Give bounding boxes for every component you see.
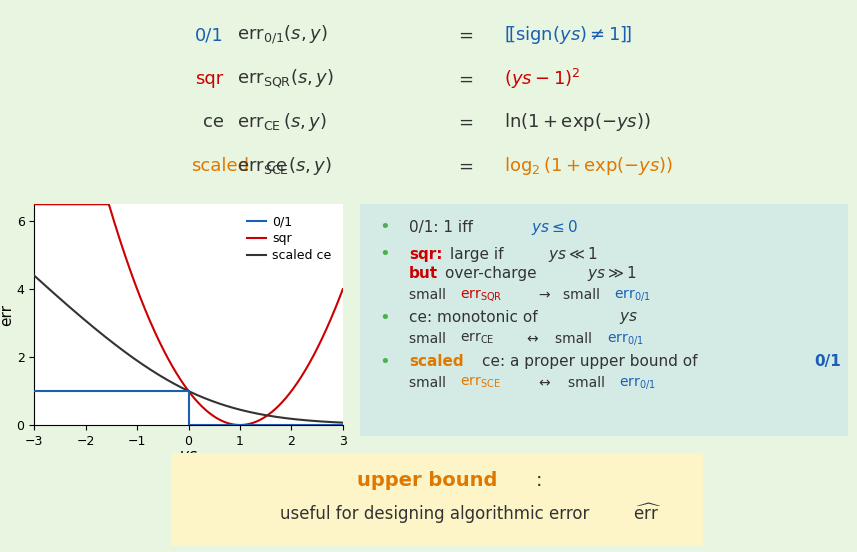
FancyBboxPatch shape <box>352 201 856 439</box>
Text: small: small <box>555 332 596 346</box>
FancyBboxPatch shape <box>166 449 708 550</box>
Text: useful for designing algorithmic error: useful for designing algorithmic error <box>279 505 595 523</box>
Text: $=$: $=$ <box>455 113 474 131</box>
Text: $[\![\mathrm{sign}(ys)\neq 1]\!]$: $[\![\mathrm{sign}(ys)\neq 1]\!]$ <box>504 24 631 46</box>
Text: $=$: $=$ <box>455 157 474 174</box>
Text: ce: a proper upper bound of: ce: a proper upper bound of <box>482 354 703 369</box>
Text: $\leftrightarrow$: $\leftrightarrow$ <box>524 332 539 346</box>
Text: $ys \ll 1$: $ys \ll 1$ <box>548 245 597 264</box>
Text: $ys \leq 0$: $ys \leq 0$ <box>530 218 578 237</box>
Text: small: small <box>409 376 450 390</box>
Text: •: • <box>380 353 390 371</box>
Text: large if: large if <box>450 247 509 262</box>
Text: scaled: scaled <box>409 354 464 369</box>
Text: $\mathrm{err}_{0/1}(s,y)$: $\mathrm{err}_{0/1}(s,y)$ <box>237 24 327 46</box>
Text: $\log_2(1+\exp(-ys))$: $\log_2(1+\exp(-ys))$ <box>504 155 673 177</box>
Text: $\widehat{\mathrm{err}}$: $\widehat{\mathrm{err}}$ <box>632 503 662 524</box>
Text: •: • <box>380 219 390 236</box>
Text: small: small <box>567 376 609 390</box>
Text: $ys$: $ys$ <box>619 310 638 326</box>
Text: $=$: $=$ <box>455 26 474 44</box>
Text: :: : <box>536 471 542 490</box>
Text: small: small <box>409 332 450 346</box>
Text: •: • <box>380 245 390 263</box>
Text: $(ys-1)^2$: $(ys-1)^2$ <box>504 67 580 91</box>
Text: $\rightarrow$: $\rightarrow$ <box>536 288 551 301</box>
Text: $\leftrightarrow$: $\leftrightarrow$ <box>536 376 552 390</box>
Text: $\ln(1+\exp(-ys))$: $\ln(1+\exp(-ys))$ <box>504 111 650 133</box>
Text: $\mathrm{err}_{\mathrm{SCE}}$: $\mathrm{err}_{\mathrm{SCE}}$ <box>460 375 500 390</box>
Text: $\mathrm{err}_{\mathrm{SCE}}(s,y)$: $\mathrm{err}_{\mathrm{SCE}}(s,y)$ <box>237 155 332 177</box>
Text: small: small <box>563 288 604 301</box>
Text: upper bound: upper bound <box>357 471 498 490</box>
X-axis label: $ys$: $ys$ <box>179 449 198 465</box>
Text: $\mathrm{err}_{\mathrm{SQR}}$: $\mathrm{err}_{\mathrm{SQR}}$ <box>460 286 502 302</box>
Text: 0/1: 0/1 <box>814 354 841 369</box>
Text: sqr:: sqr: <box>409 247 442 262</box>
Text: 0/1: 0/1 <box>195 26 224 44</box>
Text: $\mathrm{err}_{\mathrm{CE}}\,(s,y)$: $\mathrm{err}_{\mathrm{CE}}\,(s,y)$ <box>237 111 327 133</box>
Text: ce: ce <box>266 157 287 174</box>
Text: $\mathrm{err}_{0/1}$: $\mathrm{err}_{0/1}$ <box>607 331 644 347</box>
Text: $\mathrm{err}_{0/1}$: $\mathrm{err}_{0/1}$ <box>614 286 650 302</box>
Text: $\mathrm{err}_{\mathrm{SQR}}(s,y)$: $\mathrm{err}_{\mathrm{SQR}}(s,y)$ <box>237 67 333 90</box>
Text: $\mathrm{err}_{\mathrm{CE}}$: $\mathrm{err}_{\mathrm{CE}}$ <box>460 331 494 347</box>
Text: $\mathrm{err}_{0/1}$: $\mathrm{err}_{0/1}$ <box>619 375 656 391</box>
Y-axis label: err: err <box>0 304 14 326</box>
Text: sqr: sqr <box>195 70 224 88</box>
Text: scaled: scaled <box>191 157 249 174</box>
Text: 0/1: 1 iff: 0/1: 1 iff <box>409 220 477 235</box>
Text: $=$: $=$ <box>455 70 474 88</box>
Text: over-charge: over-charge <box>446 266 542 282</box>
Text: •: • <box>380 309 390 327</box>
Text: $ys \gg 1$: $ys \gg 1$ <box>587 264 637 283</box>
Legend: 0/1, sqr, scaled ce: 0/1, sqr, scaled ce <box>243 210 337 267</box>
Text: ce: ce <box>202 113 224 131</box>
Text: small: small <box>409 288 450 301</box>
Text: but: but <box>409 266 438 282</box>
Text: ce: monotonic of: ce: monotonic of <box>409 310 542 325</box>
